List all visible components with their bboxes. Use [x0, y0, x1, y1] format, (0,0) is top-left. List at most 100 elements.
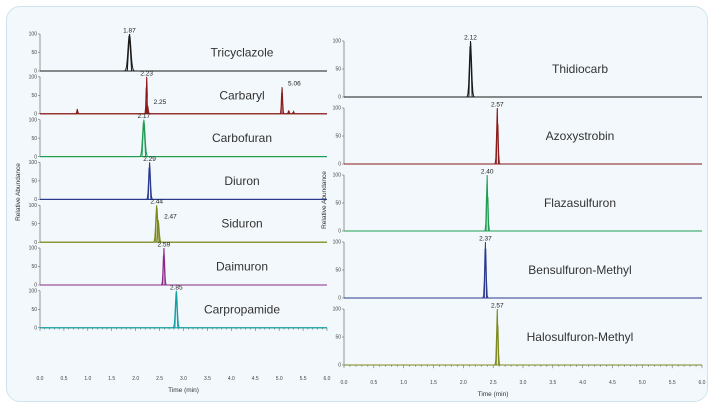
- x-axis-label: Time (min): [478, 391, 509, 398]
- y-tick-label: 50: [335, 134, 341, 140]
- x-axis: 0.0 0.5 1.0 1.5 2.0 2.5 3.0 3.5 4.0 4.5 5.0 5.5 6.0: [37, 327, 331, 382]
- y-tick-label: 0: [34, 197, 37, 203]
- y-tick-label: 100: [333, 173, 342, 179]
- y-tick-label: 100: [333, 106, 342, 112]
- y-tick-label: 50: [335, 268, 341, 274]
- peak-label: 2.40: [481, 169, 494, 176]
- peak-label: 2.29: [143, 156, 156, 163]
- y-tick-label: 0: [34, 154, 37, 160]
- y-tick-label: 100: [29, 289, 38, 295]
- chart-panel-1: 0 50 100 1.87 Tricyclazole 0 50 100 2.23 2.25 5.06…: [15, 28, 331, 395]
- y-tick-label: 50: [335, 335, 341, 341]
- trace-diuron: 0 50 100 2.29 Diuron: [29, 156, 327, 203]
- compound-name: Tricyclazole: [211, 46, 274, 60]
- y-tick-label: 100: [29, 75, 38, 81]
- compound-name: Siduron: [221, 217, 262, 231]
- trace-daimuron: 0 50 100 2.59 Daimuron: [29, 242, 327, 289]
- y-tick-label: 100: [29, 246, 38, 252]
- y-tick-label: 0: [338, 363, 341, 369]
- trace-bensulfuron-methyl: 0 50 100 2.37 Bensulfuron-Methyl: [333, 236, 702, 302]
- x-tick-label: 2.0: [132, 376, 139, 382]
- peak-label: 1.87: [123, 28, 136, 35]
- x-tick-label: 5.5: [669, 380, 676, 386]
- peak-label: 2.59: [158, 242, 171, 249]
- y-tick-label: 50: [31, 264, 37, 270]
- compound-name: Carpropamide: [204, 302, 280, 316]
- trace-line: [40, 290, 327, 329]
- trace-line: [40, 33, 327, 72]
- y-tick-label: 50: [31, 221, 37, 227]
- y-tick-label: 0: [34, 112, 37, 118]
- compound-name: Diuron: [224, 174, 259, 188]
- y-tick-label: 50: [335, 67, 341, 73]
- y-tick-label: 50: [31, 50, 37, 56]
- peak-label: 2.47: [164, 214, 177, 221]
- y-tick-label: 0: [338, 296, 341, 302]
- peak-label: 2.12: [464, 35, 477, 42]
- peak-label: 2.23: [140, 70, 153, 77]
- x-tick-label: 2.0: [460, 380, 467, 386]
- y-tick-label: 50: [335, 201, 341, 207]
- compound-name: Halosulfuron-Methyl: [527, 330, 634, 344]
- y-tick-label: 50: [31, 136, 37, 142]
- x-tick-label: 3.0: [180, 376, 187, 382]
- x-tick-label: 4.0: [579, 380, 586, 386]
- y-tick-label: 100: [29, 32, 38, 38]
- compound-name: Daimuron: [216, 260, 268, 274]
- x-tick-label: 1.5: [108, 376, 115, 382]
- trace-line: [40, 119, 327, 158]
- compound-name: Flazasulfuron: [544, 196, 616, 210]
- peak-label: 2.57: [491, 303, 504, 310]
- x-tick-label: 3.5: [549, 380, 556, 386]
- compound-name: Bensulfuron-Methyl: [528, 263, 631, 277]
- trace-line: [344, 107, 702, 165]
- y-tick-label: 50: [31, 307, 37, 313]
- peak-label: 2.37: [479, 236, 492, 243]
- chart-panel-2: 0 50 100 2.12 Thidiocarb 0 50 100 2.57 Azoxystrob…: [321, 35, 706, 399]
- x-tick-label: 4.5: [609, 380, 616, 386]
- y-tick-label: 100: [333, 240, 342, 246]
- trace-siduron: 0 50 100 2.44 2.47 Siduron: [29, 199, 327, 246]
- trace-line: [344, 241, 702, 299]
- x-tick-label: 2.5: [156, 376, 163, 382]
- trace-line: [40, 205, 327, 243]
- trace-line: [40, 162, 327, 200]
- compound-name: Carbaryl: [219, 88, 264, 102]
- y-tick-label: 0: [34, 69, 37, 75]
- y-tick-label: 50: [31, 93, 37, 99]
- x-tick-label: 3.5: [204, 376, 211, 382]
- trace-halosulfuron-methyl: 0 50 100 2.57 Halosulfuron-Methyl: [333, 303, 702, 369]
- x-tick-label: 5.0: [276, 376, 283, 382]
- x-tick-label: 2.5: [490, 380, 497, 386]
- y-tick-label: 0: [338, 162, 341, 168]
- x-axis: 0.0 0.5 1.0 1.5 2.0 2.5 3.0 3.5 4.0 4.5 5.0 5.5 6.0: [341, 365, 706, 386]
- trace-carbofuran: 0 50 100 2.17 Carbofuran: [29, 113, 327, 160]
- compound-name: Carbofuran: [212, 131, 272, 145]
- x-tick-label: 5.0: [639, 380, 646, 386]
- peak-label: 2.25: [154, 99, 167, 106]
- x-tick-label: 1.5: [430, 380, 437, 386]
- y-tick-label: 100: [29, 160, 38, 166]
- x-tick-label: 1.0: [400, 380, 407, 386]
- y-tick-label: 100: [333, 307, 342, 313]
- trace-azoxystrobin: 0 50 100 2.57 Azoxystrobin: [333, 102, 702, 168]
- compound-name: Thidiocarb: [552, 62, 608, 76]
- peak-label: 5.06: [288, 81, 301, 88]
- figure-panel: [6, 6, 708, 402]
- x-tick-label: 1.0: [84, 376, 91, 382]
- trace-line: [40, 76, 327, 115]
- y-tick-label: 0: [338, 95, 341, 101]
- peak-label: 2.17: [137, 113, 150, 120]
- y-tick-label: 0: [34, 326, 37, 332]
- x-tick-label: 0.0: [37, 376, 44, 382]
- x-tick-label: 0.5: [60, 376, 67, 382]
- x-tick-label: 0.5: [370, 380, 377, 386]
- y-axis-label: Relative Abundance: [15, 163, 22, 221]
- x-tick-label: 5.5: [300, 376, 307, 382]
- x-tick-label: 0.0: [341, 380, 348, 386]
- peak-label: 2.44: [150, 199, 163, 206]
- trace-carpropamide: 0 50 100 2.85 Carpropamide: [29, 284, 327, 332]
- y-tick-label: 50: [31, 179, 37, 185]
- x-axis-label: Time (min): [168, 387, 199, 394]
